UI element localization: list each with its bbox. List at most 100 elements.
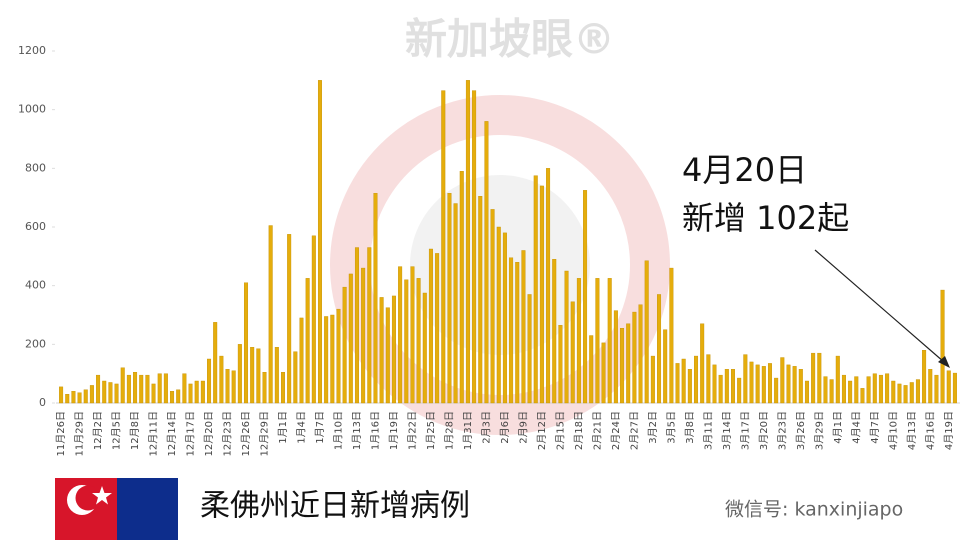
bar bbox=[533, 175, 538, 404]
bar bbox=[761, 366, 766, 404]
bar bbox=[459, 171, 464, 404]
watermark-ring bbox=[330, 95, 670, 435]
bar bbox=[170, 391, 175, 404]
x-tick-label: 11月29日 bbox=[74, 411, 86, 456]
bar bbox=[305, 278, 310, 404]
bar bbox=[404, 279, 409, 404]
bar bbox=[928, 369, 933, 404]
bar bbox=[835, 355, 840, 404]
bar bbox=[373, 193, 378, 404]
bar bbox=[558, 325, 563, 404]
x-tick-label: 1月13日 bbox=[351, 411, 363, 450]
bar bbox=[694, 355, 699, 404]
x-tick-label: 3月8日 bbox=[684, 411, 696, 444]
bar bbox=[133, 372, 138, 404]
x-tick-label: 3月2日 bbox=[647, 411, 659, 444]
bar bbox=[644, 260, 649, 404]
bar bbox=[607, 278, 612, 404]
x-tick-label: 4月4日 bbox=[850, 411, 862, 444]
bar bbox=[620, 328, 625, 404]
bar bbox=[897, 383, 902, 404]
bar bbox=[798, 369, 803, 404]
bar bbox=[237, 344, 242, 404]
bar bbox=[157, 373, 162, 404]
bar bbox=[453, 203, 458, 404]
bar bbox=[108, 382, 113, 404]
bar bbox=[83, 389, 88, 404]
bar bbox=[484, 121, 489, 404]
y-tick-label: 1200 bbox=[18, 44, 46, 57]
x-tick-label: 1月25日 bbox=[425, 411, 437, 450]
bar bbox=[878, 374, 883, 404]
bar bbox=[872, 373, 877, 404]
bar bbox=[601, 342, 606, 404]
bar bbox=[657, 294, 662, 404]
x-tick-label: 2月24日 bbox=[610, 411, 622, 450]
bar bbox=[441, 90, 446, 404]
bar bbox=[410, 266, 415, 404]
x-tick-label: 4月13日 bbox=[906, 411, 918, 450]
x-tick-label: 12月20日 bbox=[203, 411, 215, 456]
arrow-head bbox=[938, 356, 950, 368]
y-tick-label: 600 bbox=[25, 220, 46, 233]
bar bbox=[509, 257, 514, 404]
bar bbox=[311, 235, 316, 404]
bar bbox=[151, 383, 156, 404]
bar bbox=[792, 366, 797, 404]
bar bbox=[817, 352, 822, 404]
bar bbox=[348, 273, 353, 404]
bar bbox=[804, 380, 809, 404]
bar bbox=[718, 374, 723, 404]
bar bbox=[194, 380, 199, 404]
bar bbox=[731, 369, 736, 404]
bar bbox=[755, 364, 760, 404]
bar bbox=[207, 358, 212, 404]
bar bbox=[712, 364, 717, 404]
bar bbox=[626, 323, 631, 404]
x-tick-label: 3月17日 bbox=[739, 411, 751, 450]
bar bbox=[330, 314, 335, 404]
chart-title: 柔佛州近日新增病例 bbox=[200, 489, 470, 524]
bar bbox=[663, 329, 668, 404]
bar bbox=[139, 374, 144, 404]
annotation-line: 新增 102起 bbox=[682, 199, 849, 237]
annotation-line: 4月20日 bbox=[682, 151, 807, 189]
x-tick-label: 12月8日 bbox=[129, 411, 141, 450]
bar bbox=[743, 354, 748, 404]
x-tick-label: 2月27日 bbox=[628, 411, 640, 450]
bar bbox=[96, 374, 101, 404]
bar bbox=[244, 282, 249, 404]
x-tick-label: 3月26日 bbox=[795, 411, 807, 450]
bar bbox=[521, 250, 526, 404]
bar bbox=[539, 185, 544, 404]
bar bbox=[126, 374, 131, 404]
bar bbox=[176, 389, 181, 404]
bar bbox=[841, 374, 846, 404]
bar bbox=[287, 234, 292, 404]
x-tick-label: 1月7日 bbox=[314, 411, 326, 444]
x-tick-label: 1月10日 bbox=[332, 411, 344, 450]
bar bbox=[490, 209, 495, 404]
bar bbox=[428, 248, 433, 404]
bar bbox=[145, 374, 150, 404]
bar bbox=[576, 278, 581, 404]
bar bbox=[71, 391, 76, 404]
x-tick-label: 1月31日 bbox=[462, 411, 474, 450]
bar bbox=[681, 358, 686, 404]
y-tick-label: 400 bbox=[25, 279, 46, 292]
bar bbox=[552, 259, 557, 404]
x-tick-label: 2月21日 bbox=[591, 411, 603, 450]
y-tick-label: 1000 bbox=[18, 103, 46, 116]
bar bbox=[527, 294, 532, 404]
bar bbox=[422, 292, 427, 404]
bar bbox=[700, 323, 705, 404]
x-tick-label: 1月1日 bbox=[277, 411, 289, 444]
bar bbox=[299, 317, 304, 404]
bar bbox=[687, 369, 692, 404]
bar bbox=[502, 232, 507, 404]
x-tick-label: 1月19日 bbox=[388, 411, 400, 450]
bar bbox=[515, 262, 520, 404]
bar bbox=[570, 301, 575, 404]
bar bbox=[767, 363, 772, 404]
flag-crescent-cut bbox=[75, 485, 101, 511]
